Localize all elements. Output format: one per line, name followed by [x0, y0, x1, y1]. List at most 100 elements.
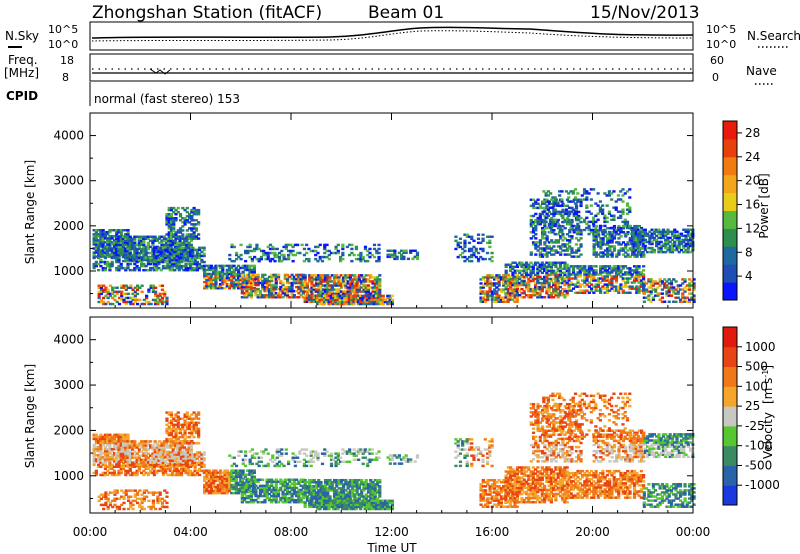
velocity-echo-cell [133, 450, 137, 453]
power-echo-cell [282, 245, 286, 249]
power-echo-cell [592, 279, 596, 282]
power-echo-cell [632, 275, 637, 278]
power-echo-cell [655, 230, 659, 234]
power-echo-cell [170, 258, 175, 262]
power-echo-cell [610, 251, 614, 254]
power-echo-cell [266, 255, 270, 259]
power-echo-cell [632, 250, 636, 254]
power-echo-cell [599, 273, 603, 276]
power-echo-cell [538, 263, 542, 266]
power-echo-cell [301, 281, 306, 285]
power-echo-cell [170, 260, 175, 264]
power-echo-cell [373, 276, 377, 279]
power-echo-cell [135, 235, 139, 238]
power-echo-cell [623, 218, 627, 222]
power-echo-cell [553, 198, 557, 201]
power-echo-cell [495, 300, 499, 303]
power-echo-cell [569, 265, 573, 268]
power-echo-cell [603, 214, 607, 217]
power-echo-cell [168, 266, 172, 270]
velocity-echo-cell [92, 456, 96, 459]
power-echo-cell [612, 229, 617, 232]
power-echo-cell [686, 248, 690, 252]
power-echo-cell [546, 190, 550, 193]
power-echo-cell [353, 286, 357, 289]
power-echo-cell [286, 253, 291, 257]
power-echo-cell [194, 237, 198, 240]
power-echo-cell [168, 256, 172, 260]
power-echo-cell [540, 206, 545, 210]
power-echo-cell [177, 256, 181, 260]
power-echo-cell [614, 275, 619, 278]
power-echo-cell [454, 235, 458, 238]
power-echo-cell [177, 260, 181, 264]
power-echo-cell [192, 210, 196, 214]
power-echo-cell [316, 302, 320, 306]
power-echo-cell [556, 212, 561, 216]
velocity-echo-cell [162, 440, 166, 443]
power-echo-cell [486, 280, 490, 283]
power-echo-cell [290, 283, 294, 287]
power-echo-cell [236, 278, 241, 282]
power-echo-cell [495, 290, 499, 293]
power-echo-cell [359, 298, 363, 302]
power-echo-cell [490, 290, 494, 293]
power-echo-cell [650, 240, 654, 244]
freq-panel: Freq. [MHz] 18 8 60 0 Nave [4, 53, 777, 85]
power-echo-cell [234, 268, 238, 272]
power-echo-cell [99, 255, 103, 258]
power-echo-cell [261, 285, 265, 289]
power-echo-cell [103, 255, 108, 258]
power-echo-cell [531, 235, 536, 238]
power-echo-cell [256, 281, 260, 285]
velocity-echo-cell [108, 435, 112, 439]
power-echo-cell [617, 289, 621, 292]
velocity-echo-cell [101, 458, 105, 461]
power-echo-cell [687, 284, 692, 287]
power-echo-cell [373, 278, 377, 281]
power-echo-cell [540, 249, 545, 252]
power-echo-cell [499, 278, 503, 281]
power-echo-cell [303, 296, 307, 299]
power-echo-cell [377, 296, 381, 300]
power-echo-cell [200, 266, 204, 270]
power-echo-cell [317, 276, 321, 279]
power-echo-cell [99, 249, 103, 252]
power-echo-cell [366, 249, 370, 253]
power-echo-cell [365, 302, 370, 306]
velocity-echo-cell [101, 439, 105, 443]
power-echo-cell [573, 210, 578, 213]
power-echo-cell [119, 243, 123, 247]
power-echo-cell [326, 284, 330, 287]
power-echo-cell [585, 269, 589, 272]
power-echo-cell [470, 253, 474, 257]
power-echo-cell [465, 235, 469, 238]
power-echo-cell [536, 287, 540, 291]
power-echo-cell [565, 291, 569, 295]
power-echo-cell [164, 239, 169, 243]
power-echo-cell [172, 225, 176, 228]
power-echo-cell [558, 261, 563, 264]
power-echo-cell [632, 244, 636, 248]
power-echo-cell [101, 233, 105, 236]
power-echo-cell [552, 204, 556, 208]
power-echo-cell [301, 287, 306, 291]
power-echo-cell [185, 215, 189, 218]
power-echo-cell [565, 249, 570, 252]
power-echo-cell [340, 296, 345, 300]
power-echo-cell [364, 288, 368, 291]
power-echo-cell [571, 273, 576, 276]
power-echo-cell [621, 249, 626, 252]
power-echo-cell [479, 296, 483, 299]
power-echo-cell [666, 240, 670, 244]
power-echo-cell [504, 300, 508, 303]
power-echo-cell [674, 300, 678, 303]
power-echo-cell [108, 241, 112, 244]
power-echo-cell [321, 288, 325, 291]
power-echo-cell [371, 282, 375, 285]
power-echo-cell [339, 274, 343, 277]
power-echo-cell [359, 255, 363, 259]
power-echo-cell [538, 216, 542, 220]
power-echo-cell [185, 235, 189, 238]
power-echo-cell [321, 274, 325, 277]
